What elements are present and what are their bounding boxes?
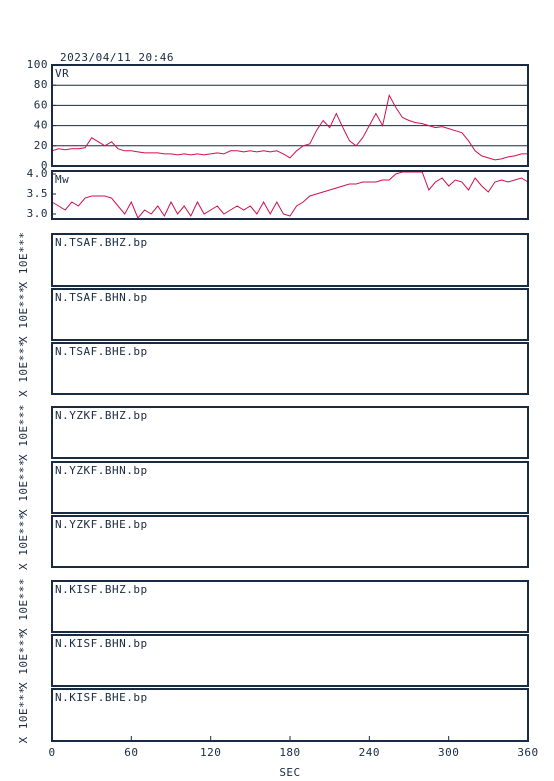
panel-label: N.YZKF.BHZ.bp xyxy=(55,409,148,422)
data-line xyxy=(51,93,528,161)
x-tick-label: 0 xyxy=(48,746,55,759)
x-tick-label: 360 xyxy=(517,746,538,759)
trace-panel xyxy=(51,580,529,633)
trace-panel xyxy=(51,515,529,568)
panel-label: N.YZKF.BHE.bp xyxy=(55,518,148,531)
panel-y-label: X 10E*** xyxy=(17,632,30,689)
panel-label: N.KISF.BHN.bp xyxy=(55,637,148,650)
panel-y-label: X 10E*** xyxy=(17,232,30,289)
panel-label: N.TSAF.BHZ.bp xyxy=(55,236,148,249)
trace-panel xyxy=(51,288,529,341)
panel-y-label: X 10E*** xyxy=(17,286,30,343)
trace-panel xyxy=(51,233,529,287)
y-tick-label: 100 xyxy=(27,58,48,71)
y-tick-label: 3.0 xyxy=(27,207,48,220)
panel-y-label: X 10E*** xyxy=(17,404,30,461)
panel-label: N.KISF.BHE.bp xyxy=(55,691,148,704)
chart-title: 2023/04/11 20:46 xyxy=(60,51,174,64)
trace-panel xyxy=(51,406,529,459)
y-tick-label: 40 xyxy=(34,119,48,132)
plot-frame xyxy=(51,170,529,220)
plot-frame xyxy=(51,64,529,167)
panel-label: N.TSAF.BHE.bp xyxy=(55,345,148,358)
y-tick-label: 0 xyxy=(41,159,48,172)
y-tick-label: 60 xyxy=(34,98,48,111)
panel-label: N.KISF.BHZ.bp xyxy=(55,583,148,596)
y-tick-label: 3.5 xyxy=(27,187,48,200)
x-tick-label: 180 xyxy=(279,746,300,759)
panel-y-label: X 10E*** xyxy=(17,513,30,570)
trace-panel xyxy=(51,461,529,514)
panel-label: N.TSAF.BHN.bp xyxy=(55,291,148,304)
trace-panel xyxy=(51,634,529,687)
x-tick-label: 60 xyxy=(124,746,138,759)
panel-y-label: X 10E*** xyxy=(17,578,30,635)
panel-label: Mw xyxy=(55,173,69,186)
y-tick-label: 4.0 xyxy=(27,167,48,180)
x-tick-label: 240 xyxy=(359,746,380,759)
x-tick-label: 120 xyxy=(200,746,221,759)
trace-panel xyxy=(51,342,529,395)
x-axis-label: SEC xyxy=(279,766,300,779)
y-tick-label: 80 xyxy=(34,78,48,91)
panel-label: N.YZKF.BHN.bp xyxy=(55,464,148,477)
x-tick-label: 300 xyxy=(438,746,459,759)
panel-y-label: X 10E*** xyxy=(17,340,30,397)
panel-y-label: X 10E*** xyxy=(17,459,30,516)
y-tick-label: 20 xyxy=(34,139,48,152)
panel-label: VR xyxy=(55,67,69,80)
data-line xyxy=(51,171,529,219)
panel-y-label: X 10E*** xyxy=(17,687,30,744)
